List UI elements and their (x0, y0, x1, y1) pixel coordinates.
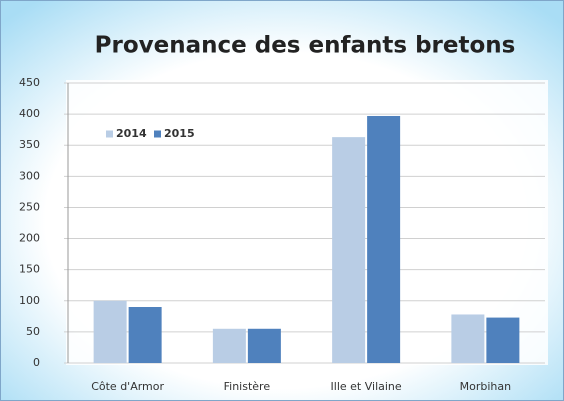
x-tick-label: Finistère (224, 380, 271, 393)
bar (367, 115, 401, 363)
bar (247, 328, 281, 363)
y-tick-label: 200 (19, 232, 40, 245)
bar (486, 317, 520, 363)
x-tick-label: Côte d'Armor (91, 380, 164, 393)
y-tick-label: 300 (19, 169, 40, 182)
chart-title: Provenance des enfants bretons (95, 33, 516, 59)
bar (451, 314, 485, 363)
legend-label: 2014 (116, 127, 147, 140)
y-tick-label: 450 (19, 76, 40, 89)
y-tick-label: 350 (19, 138, 40, 151)
bar (212, 328, 246, 363)
legend-label: 2015 (164, 127, 195, 140)
y-tick-label: 50 (26, 325, 40, 338)
y-tick-label: 0 (33, 356, 40, 369)
legend-swatch (154, 130, 161, 138)
y-tick-label: 100 (19, 294, 40, 307)
y-tick-label: 250 (19, 200, 40, 213)
bar (93, 300, 127, 363)
bar (332, 137, 366, 363)
legend-swatch (106, 130, 113, 138)
x-tick-label: Morbihan (460, 380, 511, 393)
y-tick-label: 400 (19, 107, 40, 120)
bar (128, 307, 162, 363)
x-tick-label: Ille et Vilaine (331, 380, 402, 393)
y-tick-label: 150 (19, 263, 40, 276)
